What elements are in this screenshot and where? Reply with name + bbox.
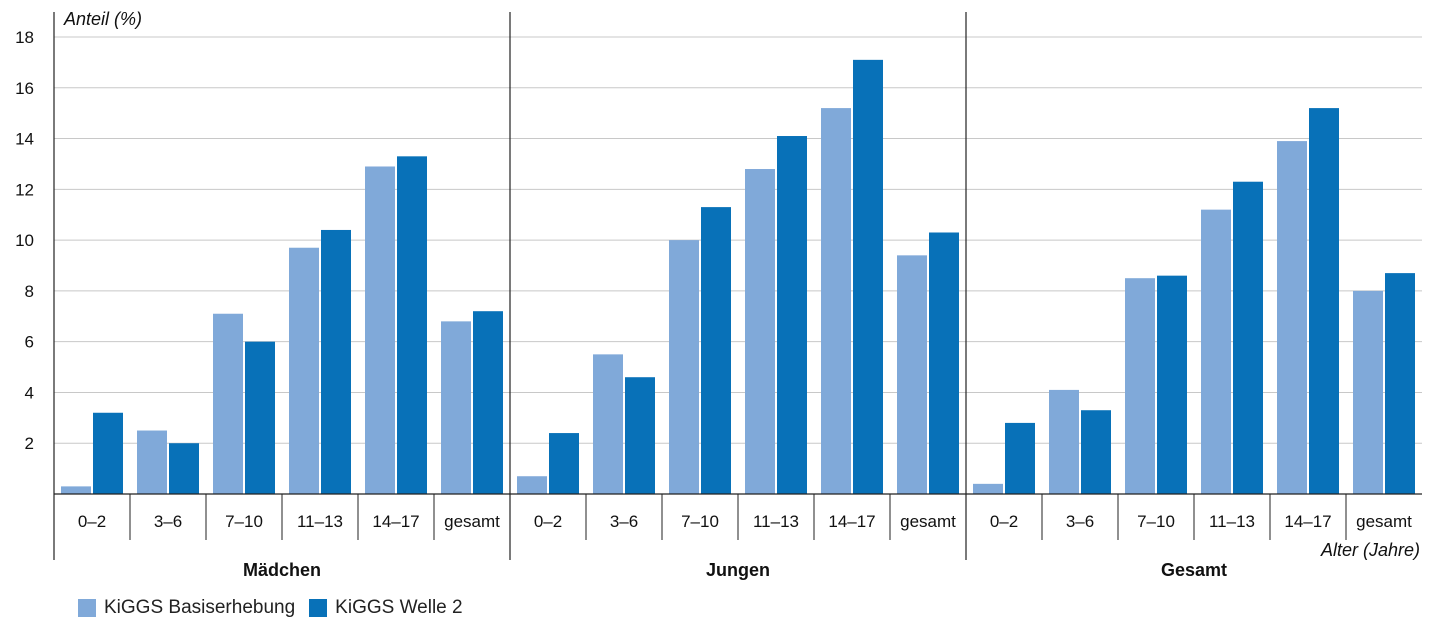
x-tick-label-gesamt-5: gesamt — [1356, 512, 1412, 531]
y-tick-label-16: 16 — [15, 79, 34, 98]
bar-gesamt-2-welle2 — [1157, 275, 1187, 494]
bar-gesamt-5-welle2 — [1385, 273, 1415, 494]
y-tick-label-2: 2 — [25, 434, 34, 453]
legend-item-basiserhebung: KiGGS Basiserhebung — [78, 597, 295, 619]
x-tick-label-gesamt-1: 3–6 — [1066, 512, 1094, 531]
x-axis-title: Alter (Jahre) — [1320, 540, 1420, 560]
bar-mädchen-4-basiserhebung — [365, 166, 395, 494]
bar-mädchen-5-basiserhebung — [441, 321, 471, 494]
y-tick-label-10: 10 — [15, 231, 34, 250]
bar-chart: 2 4 6 8 10 12 14 16 18 Anteil (%) 0–2 3–6 7–10 11–13 1… — [15, 9, 1422, 580]
x-tick-label-jungen-0: 0–2 — [534, 512, 562, 531]
y-tick-label-18: 18 — [15, 28, 34, 47]
legend-item-welle2: KiGGS Welle 2 — [309, 597, 463, 619]
bar-gesamt-4-welle2 — [1309, 108, 1339, 494]
bar-jungen-0-basiserhebung — [517, 476, 547, 494]
group-label-jungen: Jungen — [706, 560, 770, 580]
bar-jungen-3-basiserhebung — [745, 169, 775, 494]
bar-jungen-1-basiserhebung — [593, 354, 623, 494]
x-tick-label-gesamt-4: 14–17 — [1284, 512, 1331, 531]
bar-mädchen-4-welle2 — [397, 156, 427, 495]
legend-label-basiserhebung: KiGGS Basiserhebung — [104, 597, 296, 618]
x-tick-label-gesamt-0: 0–2 — [990, 512, 1018, 531]
bar-mädchen-5-welle2 — [473, 311, 503, 494]
y-tick-label-8: 8 — [25, 282, 34, 301]
bar-gesamt-2-basiserhebung — [1125, 278, 1155, 494]
bar-jungen-3-welle2 — [777, 136, 807, 494]
bar-gesamt-1-basiserhebung — [1049, 389, 1079, 494]
bar-gesamt-3-basiserhebung — [1201, 209, 1231, 494]
bar-jungen-5-basiserhebung — [897, 255, 927, 494]
x-tick-label-mädchen-2: 7–10 — [225, 512, 263, 531]
x-tick-label-jungen-4: 14–17 — [828, 512, 875, 531]
y-tick-label-14: 14 — [15, 130, 34, 149]
bar-jungen-0-welle2 — [549, 433, 579, 494]
x-tick-label-jungen-2: 7–10 — [681, 512, 719, 531]
x-tick-label-gesamt-2: 7–10 — [1137, 512, 1175, 531]
bar-jungen-2-welle2 — [701, 207, 731, 494]
x-tick-label-jungen-5: gesamt — [900, 512, 956, 531]
x-tick-label-mädchen-4: 14–17 — [372, 512, 419, 531]
bar-mädchen-1-welle2 — [169, 443, 199, 494]
bar-jungen-4-basiserhebung — [821, 108, 851, 494]
y-axis-title: Anteil (%) — [63, 9, 142, 29]
bar-jungen-4-welle2 — [853, 59, 883, 494]
legend-label-welle2: KiGGS Welle 2 — [335, 597, 463, 618]
bar-mädchen-2-basiserhebung — [213, 313, 243, 494]
y-tick-label-12: 12 — [15, 180, 34, 199]
x-tick-label-mädchen-5: gesamt — [444, 512, 500, 531]
group-label-mädchen: Mädchen — [243, 560, 321, 580]
bar-gesamt-4-basiserhebung — [1277, 141, 1307, 494]
bar-mädchen-2-welle2 — [245, 341, 275, 494]
x-tick-label-mädchen-3: 11–13 — [297, 512, 343, 531]
bar-gesamt-3-welle2 — [1233, 181, 1263, 494]
bar-gesamt-1-welle2 — [1081, 410, 1111, 494]
legend: KiGGS Basiserhebung KiGGS Welle 2 — [78, 597, 477, 619]
bar-jungen-1-welle2 — [625, 377, 655, 494]
bar-gesamt-0-basiserhebung — [973, 483, 1003, 494]
x-tick-label-mädchen-0: 0–2 — [78, 512, 106, 531]
y-tick-label-4: 4 — [25, 383, 34, 402]
bar-mädchen-0-welle2 — [93, 412, 123, 494]
x-tick-label-mädchen-1: 3–6 — [154, 512, 182, 531]
bar-gesamt-0-welle2 — [1005, 422, 1035, 494]
bar-gesamt-5-basiserhebung — [1353, 290, 1383, 494]
bar-mädchen-1-basiserhebung — [137, 430, 167, 494]
x-tick-label-gesamt-3: 11–13 — [1209, 512, 1255, 531]
bar-jungen-2-basiserhebung — [669, 240, 699, 494]
bar-mädchen-3-welle2 — [321, 229, 351, 494]
y-tick-label-6: 6 — [25, 333, 34, 352]
legend-swatch-basiserhebung — [78, 599, 96, 617]
bar-jungen-5-welle2 — [929, 232, 959, 494]
x-tick-label-jungen-3: 11–13 — [753, 512, 799, 531]
bar-mädchen-3-basiserhebung — [289, 247, 319, 494]
x-tick-label-jungen-1: 3–6 — [610, 512, 638, 531]
bar-mädchen-0-basiserhebung — [61, 486, 91, 494]
legend-swatch-welle2 — [309, 599, 328, 617]
group-label-gesamt: Gesamt — [1161, 560, 1227, 580]
